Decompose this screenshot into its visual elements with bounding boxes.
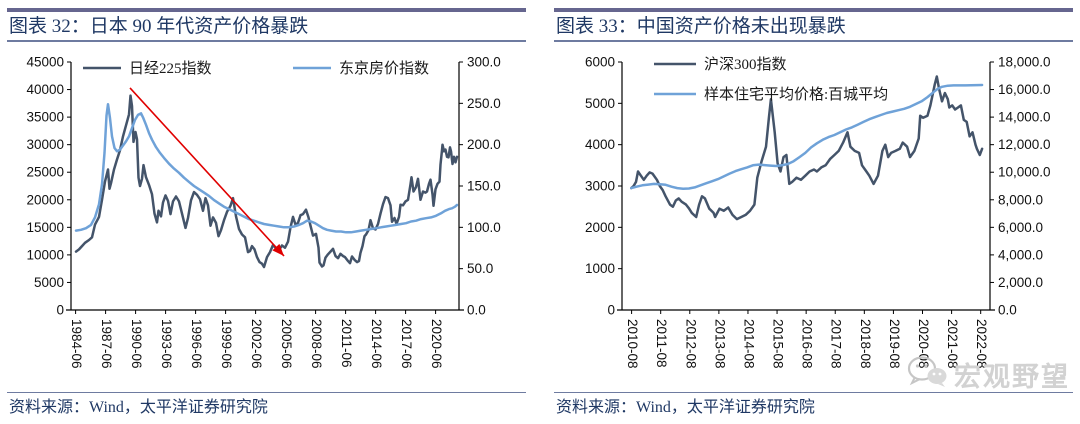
x-axis-label: 2018-08 [858, 319, 873, 369]
left-axis-label: 10000 [26, 247, 64, 262]
x-axis-label: 1984-06 [69, 319, 84, 369]
legend-label: 东京房价指数 [339, 60, 429, 77]
series-line-1 [630, 83, 984, 191]
legend-label: 日经225指数 [129, 60, 212, 77]
japan-asset-price-chart: 45000 40000 35000 30000 25000 20000 15000 10000… [26, 55, 501, 369]
source-note: 资料来源：Wind，太平洋证券研究院 [9, 399, 268, 416]
x-axis-label: 1987-06 [99, 319, 114, 369]
right-axis-label: 0.0 [467, 303, 486, 318]
right-axis-label: 300.0 [467, 55, 501, 70]
x-axis-label: 2014-08 [741, 319, 756, 369]
right-axis-label: 4,000.0 [998, 247, 1043, 262]
series-line-0 [74, 94, 459, 269]
x-axis-label: 2020-08 [916, 319, 931, 369]
right-axis-label: 12,000.0 [998, 137, 1051, 152]
footer-rule [554, 392, 1073, 393]
japan-chart-panel: 图表 32：日本 90 年代资产价格暴跌 45000 40000 35000 3000… [7, 8, 526, 419]
right-axis-label: 2,000.0 [998, 275, 1043, 290]
x-axis-label: 2010-08 [625, 319, 640, 369]
left-axis-label: 3000 [585, 179, 615, 194]
footer-rule [7, 392, 526, 393]
crash-arrow-head [272, 243, 284, 256]
crash-arrow [129, 87, 285, 257]
right-axis-label: 10,000.0 [998, 165, 1051, 180]
right-axis-label: 8,000.0 [998, 192, 1043, 207]
right-axis-label: 18,000.0 [998, 55, 1051, 70]
left-axis-label: 4000 [585, 137, 615, 152]
series-line-1 [74, 102, 459, 234]
legend-label: 沪深300指数 [704, 56, 787, 73]
x-axis-label: 2017-06 [399, 319, 414, 369]
right-axis-label: 250.0 [467, 96, 501, 111]
left-axis-label: 25000 [26, 165, 64, 180]
x-axis-label: 2002-06 [249, 319, 264, 369]
left-axis-label: 1000 [585, 261, 615, 276]
x-axis-label: 2012-08 [683, 319, 698, 369]
x-axis-label: 2021-08 [945, 319, 960, 369]
left-axis-label: 35000 [26, 110, 64, 125]
left-axis-label: 30000 [26, 137, 64, 152]
figure-title-32: 图表 32：日本 90 年代资产价格暴跌 [9, 16, 309, 37]
x-axis-label: 2022-08 [974, 319, 989, 369]
figure-title-33: 图表 33：中国资产价格未出现暴跌 [556, 16, 846, 37]
left-axis-label: 45000 [26, 55, 64, 70]
left-axis-label: 40000 [26, 82, 64, 97]
right-axis-label: 6,000.0 [998, 220, 1043, 235]
right-axis-label: 0.0 [998, 303, 1017, 318]
right-axis-label: 100.0 [467, 220, 501, 235]
right-axis-label: 16,000.0 [998, 82, 1051, 97]
legend-label: 样本住宅平均价格:百城平均 [704, 86, 888, 103]
x-axis-label: 2008-06 [309, 319, 324, 369]
x-axis-label: 2016-08 [800, 319, 815, 369]
left-axis-label: 5000 [34, 275, 64, 290]
title-underline [7, 40, 526, 42]
series-line-0 [630, 75, 984, 221]
china-chart-panel: 图表 33：中国资产价格未出现暴跌 6000 5000 4000 3000 2000 10… [554, 8, 1073, 419]
left-axis-label: 0 [607, 303, 615, 318]
x-axis-label: 1990-06 [129, 319, 144, 369]
left-axis-label: 20000 [26, 192, 64, 207]
x-axis-label: 2017-08 [829, 319, 844, 369]
title-underline [554, 40, 1073, 42]
x-axis-label: 2015-08 [771, 319, 786, 369]
china-asset-price-chart: 6000 5000 4000 3000 2000 1000 0 18,000.0 16,000.… [585, 55, 1051, 369]
left-axis-label: 15000 [26, 220, 64, 235]
left-axis-label: 2000 [585, 220, 615, 235]
left-axis-label: 6000 [585, 55, 615, 70]
x-axis-label: 2011-06 [339, 319, 354, 368]
x-axis-label: 2005-06 [279, 319, 294, 369]
right-axis-label: 150.0 [467, 179, 501, 194]
x-axis-label: 1996-06 [189, 319, 204, 369]
source-note: 资料来源：Wind，太平洋证券研究院 [556, 399, 815, 416]
x-axis-label: 1993-06 [159, 319, 174, 369]
x-axis-label: 1999-06 [219, 319, 234, 369]
right-axis-label: 14,000.0 [998, 110, 1051, 125]
right-axis-label: 200.0 [467, 137, 501, 152]
x-axis-label: 2013-08 [712, 319, 727, 369]
x-axis-label: 2020-06 [429, 319, 444, 369]
x-axis-label: 2019-08 [887, 319, 902, 369]
x-axis-label: 2014-06 [369, 319, 384, 369]
panel-top-bar [7, 8, 526, 12]
right-axis-label: 50.0 [467, 261, 493, 276]
left-axis-label: 0 [56, 303, 64, 318]
panel-top-bar [554, 8, 1073, 12]
x-axis-label: 2011-08 [654, 319, 669, 368]
left-axis-label: 5000 [585, 96, 615, 111]
